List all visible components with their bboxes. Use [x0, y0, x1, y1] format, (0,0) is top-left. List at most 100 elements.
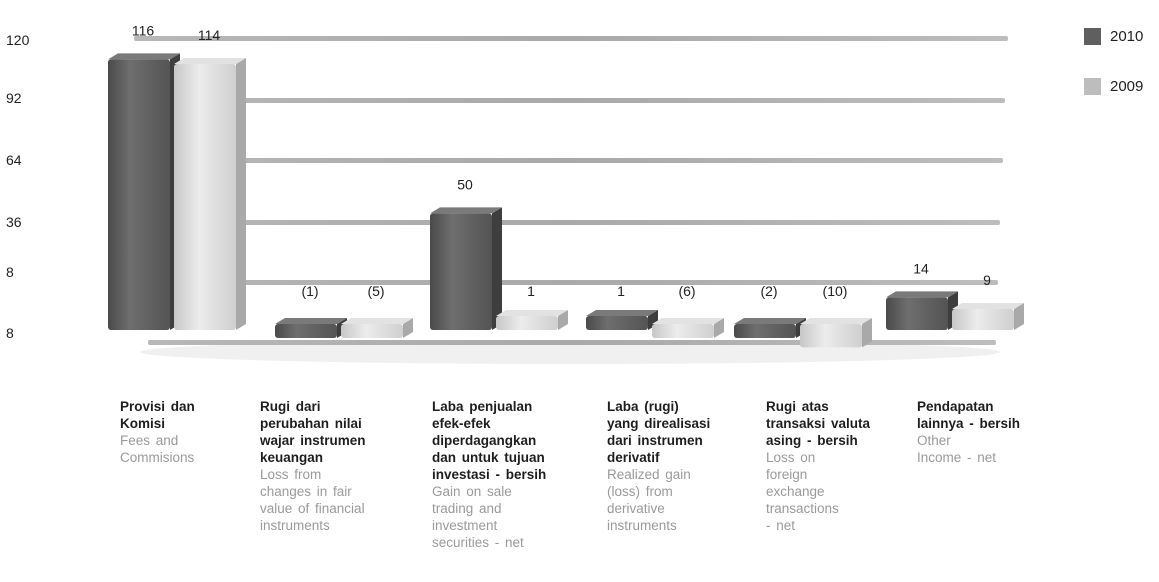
category-label-en: Income - net: [917, 450, 997, 465]
bar-top: [275, 318, 347, 324]
bar-top: [586, 310, 658, 316]
category-label: Laba (rugi) yang direalisasi dari instrume…: [607, 398, 710, 534]
data-label: (1): [301, 283, 318, 299]
y-tick-label: 120: [6, 32, 30, 48]
category-label: Pendapatan lainnya - bersih Other Income - …: [917, 398, 1020, 466]
category-label-id: dari instrumen: [607, 433, 703, 448]
category-label-id: Rugi atas: [766, 399, 829, 414]
category-label-id: efek-efek: [432, 416, 491, 431]
category-label: Laba penjualan efek-efek diperdagangkan dan…: [432, 398, 546, 551]
category-label-en: exchange: [766, 484, 825, 499]
data-label: 116: [132, 22, 155, 38]
legend-item-2009: 2009: [1084, 74, 1143, 98]
bar-front: [952, 309, 1014, 330]
legend-label-2009: 2009: [1110, 77, 1144, 95]
gridline: [134, 98, 1005, 103]
bar-side: [558, 310, 568, 330]
bar-2010: [275, 318, 347, 338]
category-label-id: perubahan nilai: [260, 416, 362, 431]
bar-front: [886, 297, 948, 330]
bar-front: [586, 316, 648, 330]
category-label-en: securities - net: [432, 535, 524, 550]
gridline: [134, 36, 1008, 41]
category-label-en: Other: [917, 433, 951, 448]
category-label-id: Laba penjualan: [432, 399, 533, 414]
category-label-id: diperdagangkan: [432, 433, 537, 448]
bar-2009: [952, 303, 1024, 330]
bar-top: [734, 318, 806, 324]
data-label: 9: [983, 272, 991, 288]
data-label: (5): [367, 283, 384, 299]
bar-top: [800, 318, 872, 324]
category-label-id: yang direalisasi: [607, 416, 711, 431]
category-label-id: wajar instrumen: [260, 433, 366, 448]
bar-2010: [108, 53, 180, 330]
category-label-en: instruments: [607, 518, 677, 533]
bar-2010: [586, 310, 658, 330]
category-label: Provisi dan Komisi Fees and Commisions: [120, 398, 195, 466]
legend-label-2010: 2010: [1110, 27, 1144, 45]
gridline: [134, 220, 1000, 225]
y-tick-label: 8: [6, 325, 14, 341]
bar-front: [108, 59, 170, 330]
category-label-id: transaksi valuta: [766, 416, 871, 431]
bar-side: [1014, 303, 1024, 330]
bar-front: [652, 324, 714, 338]
category-label-id: Pendapatan: [917, 399, 994, 414]
data-label: 114: [198, 27, 221, 43]
data-label: (10): [823, 283, 848, 299]
bar-top: [886, 291, 958, 298]
category-label-id: derivatif: [607, 450, 660, 465]
category-label-en: (loss) from: [607, 484, 673, 499]
gridline: [134, 280, 998, 285]
category-label-en: investment: [432, 518, 498, 533]
bar-side: [236, 58, 246, 330]
data-label: (2): [760, 283, 777, 299]
bar-side: [492, 207, 502, 330]
category-label-id: asing - bersih: [766, 433, 858, 448]
bar-side: [403, 318, 413, 338]
bar-2009: [800, 318, 872, 348]
legend-swatch-2010: [1084, 27, 1101, 45]
category-label-en: foreign: [766, 467, 808, 482]
bar-top: [430, 207, 502, 214]
data-label: 1: [617, 283, 625, 299]
category-label-en: changes in fair: [260, 484, 352, 499]
category-label-en: trading and: [432, 501, 502, 516]
bar-front: [800, 324, 862, 348]
bar-front: [341, 324, 403, 338]
bar-side: [714, 318, 724, 338]
bar-2009: [341, 318, 413, 338]
data-label: 14: [913, 260, 929, 276]
y-tick-label: 64: [6, 152, 22, 168]
bar-2009: [652, 318, 724, 338]
category-label-en: value of financial: [260, 501, 365, 516]
floor-shadow: [140, 340, 1000, 364]
bar-top: [341, 318, 413, 324]
category-label-en: Loss from: [260, 467, 322, 482]
bar-2009: [174, 58, 246, 330]
category-label-id: dan untuk tujuan: [432, 450, 545, 465]
category-label-en: Gain on sale: [432, 484, 512, 499]
category-label-en: transactions: [766, 501, 839, 516]
bar-front: [734, 324, 796, 338]
category-label-id: Laba (rugi): [607, 399, 679, 414]
category-label-id: investasi - bersih: [432, 467, 547, 482]
y-tick-label: 36: [6, 214, 22, 230]
y-tick-label: 92: [6, 90, 22, 106]
category-label-en: Fees and: [120, 433, 179, 448]
category-label: Rugi atas transaksi valuta asing - bersih L…: [766, 398, 870, 534]
bar-top: [496, 310, 568, 316]
category-label-id: lainnya - bersih: [917, 416, 1021, 431]
bar-side: [862, 318, 872, 348]
legend-item-2010: 2010: [1084, 24, 1143, 48]
category-label-en: - net: [766, 518, 796, 533]
data-label: 50: [457, 176, 473, 192]
category-label-en: Loss on: [766, 450, 816, 465]
category-label-id: Provisi dan: [120, 399, 195, 414]
category-label-id: Rugi dari: [260, 399, 321, 414]
category-label-en: Commisions: [120, 450, 195, 465]
gridline: [134, 158, 1003, 163]
category-label: Rugi dari perubahan nilai wajar instrumen k…: [260, 398, 366, 534]
